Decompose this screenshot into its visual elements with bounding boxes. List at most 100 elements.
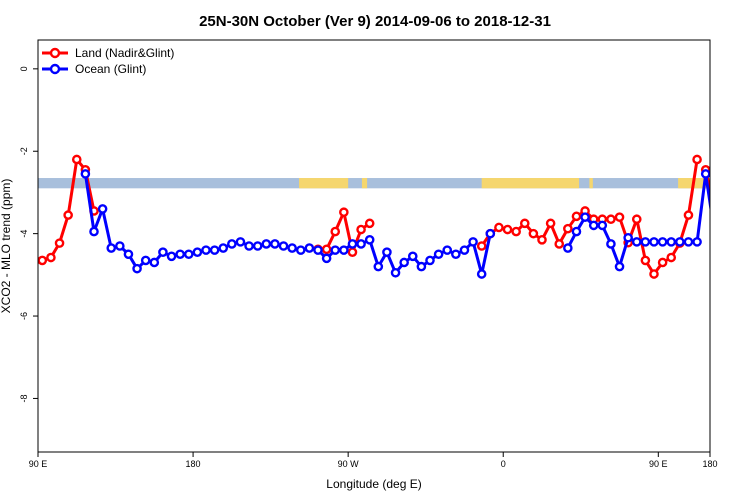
y-tick-label: -2 <box>19 147 29 155</box>
data-point <box>571 226 582 237</box>
data-point <box>571 211 582 222</box>
data-point <box>631 214 642 225</box>
data-point <box>54 238 65 248</box>
data-point <box>640 255 651 266</box>
data-point <box>106 243 117 253</box>
data-point <box>123 249 134 260</box>
data-point <box>597 220 608 231</box>
data-point <box>563 243 573 253</box>
x-tick-label: 90 E <box>649 459 668 469</box>
data-point <box>614 261 625 272</box>
data-point <box>339 207 349 218</box>
y-tick-label: -6 <box>19 312 29 320</box>
data-point <box>459 245 470 255</box>
data-point <box>46 252 56 263</box>
data-point <box>442 245 453 255</box>
data-point <box>278 241 289 251</box>
data-point <box>132 263 142 274</box>
x-tick-label: 180 <box>186 459 201 469</box>
data-point <box>382 247 392 257</box>
data-point <box>304 243 315 253</box>
data-point <box>80 169 91 179</box>
data-point <box>657 257 668 268</box>
data-point <box>175 249 185 260</box>
ocean-band <box>38 178 710 189</box>
data-point <box>330 226 341 237</box>
data-point <box>356 224 366 235</box>
data-point <box>356 239 366 249</box>
y-axis: 0 -2 -4 -6 -8 <box>19 66 38 402</box>
data-point <box>407 251 418 262</box>
data-point <box>235 237 246 247</box>
data-point <box>321 244 332 255</box>
data-point <box>295 245 306 255</box>
data-point <box>606 239 616 249</box>
data-point <box>528 228 539 239</box>
land-band-segment <box>361 178 368 189</box>
data-point <box>192 247 203 257</box>
data-point <box>519 218 530 229</box>
x-tick-label: 90 E <box>29 459 48 469</box>
data-point <box>364 235 375 245</box>
data-point <box>89 226 99 237</box>
data-point <box>63 210 73 220</box>
data-point <box>339 245 349 255</box>
data-point <box>554 239 565 249</box>
data-point <box>183 249 194 260</box>
data-point <box>244 241 254 251</box>
data-point <box>347 239 358 249</box>
y-tick-label: -8 <box>19 394 29 402</box>
x-axis: 90 E 180 90 W 0 90 E 180 <box>29 452 718 469</box>
data-point <box>494 222 504 233</box>
data-point <box>166 251 177 262</box>
x-tick-label: 0 <box>501 459 506 469</box>
x-tick-label: 90 W <box>338 459 360 469</box>
data-point <box>451 249 461 260</box>
data-point <box>709 208 710 214</box>
data-point <box>737 242 744 249</box>
data-point <box>511 226 521 237</box>
data-point <box>649 237 659 247</box>
data-point <box>149 257 160 268</box>
data-point <box>666 252 677 263</box>
data-point <box>115 241 125 251</box>
series-ocean <box>80 169 750 279</box>
data-point <box>287 243 297 253</box>
land-band-segment <box>481 178 580 189</box>
series-group <box>38 154 750 279</box>
data-point <box>623 232 633 243</box>
data-point <box>700 169 710 179</box>
data-point <box>649 269 659 279</box>
data-point <box>97 204 108 214</box>
data-point <box>313 245 323 255</box>
land-band-segment <box>589 178 593 189</box>
chart-title: 25N-30N October (Ver 9) 2014-09-06 to 20… <box>199 13 551 30</box>
data-point <box>209 245 220 255</box>
data-point <box>476 241 487 251</box>
data-point <box>201 245 211 255</box>
data-point <box>373 261 384 272</box>
legend: Land (Nadir&Glint) Ocean (Glint) <box>42 46 174 76</box>
data-point <box>545 218 556 229</box>
data-point <box>270 239 280 249</box>
data-point <box>692 237 702 247</box>
data-point <box>390 267 401 278</box>
data-point <box>606 214 616 225</box>
data-point <box>657 237 668 247</box>
data-point <box>728 244 735 251</box>
data-point <box>719 205 726 212</box>
legend-marker <box>49 47 61 59</box>
data-point <box>158 247 168 257</box>
data-point <box>709 229 710 234</box>
data-point <box>745 251 750 258</box>
data-point <box>683 210 694 220</box>
data-point <box>425 255 435 266</box>
legend-marker <box>49 63 61 75</box>
data-point <box>563 223 573 234</box>
data-point <box>580 212 590 222</box>
x-tick-label: 180 <box>702 459 717 469</box>
data-point <box>485 228 496 239</box>
data-point <box>252 241 263 251</box>
data-point <box>476 269 487 279</box>
data-point <box>631 237 642 247</box>
